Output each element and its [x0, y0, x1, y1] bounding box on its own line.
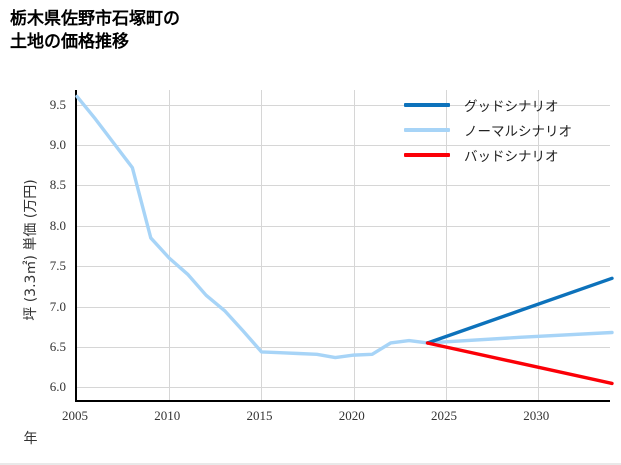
legend-swatch-normal — [404, 127, 450, 132]
series-line — [425, 276, 614, 345]
page-title: 栃木県佐野市石塚町の 土地の価格推移 — [10, 9, 180, 53]
gridline-horizontal — [77, 185, 610, 187]
legend-item-bad[interactable]: バッドシナリオ — [404, 142, 616, 167]
gridline-horizontal — [77, 306, 610, 308]
x-axis-label-text: 年 — [23, 431, 38, 447]
gridline-vertical — [445, 90, 447, 400]
y-tick-label: 6.5 — [49, 339, 66, 355]
y-tick-label: 6.0 — [49, 379, 66, 395]
x-tick-label: 2015 — [246, 408, 273, 423]
y-tick-label: 8.5 — [49, 177, 66, 193]
series-line — [425, 341, 614, 386]
gridline-vertical — [169, 90, 171, 400]
legend-label-normal: ノーマルシナリオ — [464, 123, 572, 140]
gridline-horizontal — [77, 104, 610, 106]
gridline-horizontal — [77, 144, 610, 146]
y-tick-label: 9.5 — [49, 96, 66, 112]
gridline-horizontal — [77, 387, 610, 389]
x-tick-label: 2025 — [430, 408, 457, 423]
gridline-vertical — [353, 90, 355, 400]
legend: グッドシナリオ ノーマルシナリオ バッドシナリオ — [404, 92, 616, 167]
plot-area — [75, 90, 614, 402]
legend-label-good: グッドシナリオ — [464, 98, 559, 115]
y-tick-label: 8.0 — [49, 217, 66, 233]
legend-swatch-bad — [404, 152, 450, 157]
bottom-divider — [0, 463, 621, 465]
legend-item-normal[interactable]: ノーマルシナリオ — [404, 117, 616, 142]
gridline-vertical — [538, 90, 540, 400]
gridline-vertical — [261, 90, 263, 400]
x-tick-label: 2010 — [154, 408, 181, 423]
y-tick-label: 9.0 — [49, 136, 66, 152]
series-lines — [75, 94, 614, 386]
y-tick-label: 7.0 — [49, 298, 66, 314]
legend-label-bad: バッドシナリオ — [464, 148, 559, 165]
x-tick-label: 2020 — [338, 408, 365, 423]
x-tick-label: 2005 — [62, 408, 88, 423]
legend-swatch-good — [404, 102, 450, 107]
x-axis-label: 年 — [0, 428, 621, 448]
y-tick-label: 7.5 — [49, 258, 66, 274]
x-tick-label: 2030 — [523, 408, 550, 423]
gridline-horizontal — [77, 266, 610, 268]
gridline-horizontal — [77, 225, 610, 227]
series-line — [75, 94, 614, 360]
gridline-horizontal — [77, 347, 610, 349]
legend-item-good[interactable]: グッドシナリオ — [404, 92, 616, 117]
